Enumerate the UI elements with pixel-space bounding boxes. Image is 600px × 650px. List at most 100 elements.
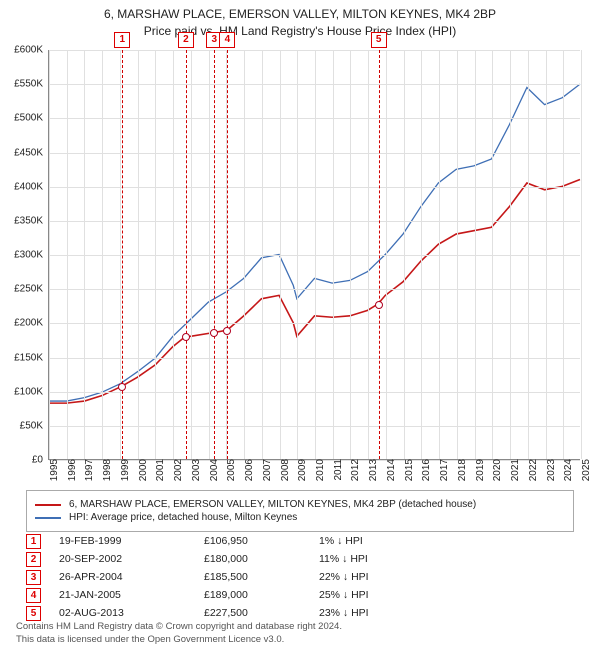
marker-line [227,50,228,459]
legend-swatch [35,504,61,506]
tx-number: 3 [26,570,41,585]
x-axis-label: 2002 [169,459,184,481]
tx-price: £227,500 [204,607,319,619]
title-subtitle: Price paid vs. HM Land Registry's House … [0,23,600,40]
gridline-v [102,50,103,459]
gridline-v [120,50,121,459]
table-row: 5 02-AUG-2013£227,50023% ↓ HPI [26,604,574,622]
table-row: 4 21-JAN-2005£189,00025% ↓ HPI [26,586,574,604]
legend-swatch [35,517,61,519]
footer-attribution: Contains HM Land Registry data © Crown c… [16,621,342,646]
legend-item: HPI: Average price, detached house, Milt… [35,512,565,523]
gridline-v [67,50,68,459]
legend-label: HPI: Average price, detached house, Milt… [69,512,297,523]
x-axis-label: 1997 [80,459,95,481]
x-axis-label: 1996 [63,459,78,481]
x-axis-label: 2006 [240,459,255,481]
marker-dot [118,383,126,391]
x-axis-label: 2003 [187,459,202,481]
gridline-v [333,50,334,459]
tx-price: £180,000 [204,553,319,565]
x-axis-label: 2017 [435,459,450,481]
x-axis-label: 2013 [364,459,379,481]
table-row: 220-SEP-2002£180,00011% ↓ HPI [26,550,574,568]
tx-number: 5 [26,606,41,621]
tx-date: 19-FEB-1999 [59,535,204,547]
gridline-v [421,50,422,459]
gridline-v [563,50,564,459]
gridline-v [492,50,493,459]
x-axis-label: 2000 [134,459,149,481]
x-axis-label: 2012 [346,459,361,481]
gridline-v [386,50,387,459]
gridline-v [155,50,156,459]
x-axis-label: 2025 [577,459,592,481]
x-axis-label: 1999 [116,459,131,481]
y-axis-label: £150K [14,352,49,363]
y-axis-label: £350K [14,215,49,226]
gridline-v [350,50,351,459]
marker-dot [182,333,190,341]
marker-badge: 2 [178,32,194,48]
x-axis-label: 2008 [276,459,291,481]
legend-label: 6, MARSHAW PLACE, EMERSON VALLEY, MILTON… [69,499,476,510]
tx-date: 26-APR-2004 [59,571,204,583]
tx-diff: 23% ↓ HPI [319,607,439,619]
marker-line [379,50,380,459]
x-axis-label: 2021 [506,459,521,481]
y-axis-label: £50K [20,420,49,431]
x-axis-label: 1995 [45,459,60,481]
tx-price: £106,950 [204,535,319,547]
x-axis-label: 2005 [222,459,237,481]
tx-diff: 22% ↓ HPI [319,571,439,583]
x-axis-label: 2018 [453,459,468,481]
x-axis-label: 2016 [417,459,432,481]
x-axis-label: 2014 [382,459,397,481]
footer-line2: This data is licensed under the Open Gov… [16,634,342,646]
y-axis-label: £200K [14,318,49,329]
gridline-v [173,50,174,459]
y-axis-label: £550K [14,79,49,90]
legend: 6, MARSHAW PLACE, EMERSON VALLEY, MILTON… [26,490,574,532]
y-axis-label: £500K [14,113,49,124]
gridline-v [581,50,582,459]
gridline-v [528,50,529,459]
x-axis-label: 1998 [98,459,113,481]
tx-price: £185,500 [204,571,319,583]
y-axis-label: £600K [14,45,49,56]
gridline-v [209,50,210,459]
gridline-v [244,50,245,459]
gridline-v [475,50,476,459]
y-axis-label: £400K [14,181,49,192]
gridline-v [404,50,405,459]
x-axis-label: 2015 [400,459,415,481]
gridline-v [510,50,511,459]
tx-diff: 1% ↓ HPI [319,535,439,547]
x-axis-label: 2019 [471,459,486,481]
tx-price: £189,000 [204,589,319,601]
x-axis-label: 2004 [205,459,220,481]
tx-date: 02-AUG-2013 [59,607,204,619]
x-axis-label: 2010 [311,459,326,481]
tx-diff: 25% ↓ HPI [319,589,439,601]
title-block: 6, MARSHAW PLACE, EMERSON VALLEY, MILTON… [0,0,600,40]
marker-badge: 1 [114,32,130,48]
tx-number: 2 [26,552,41,567]
table-row: 119-FEB-1999£106,9501% ↓ HPI [26,532,574,550]
transaction-table: 119-FEB-1999£106,9501% ↓ HPI 2 20-SEP-2002… [26,532,574,622]
tx-date: 21-JAN-2005 [59,589,204,601]
gridline-v [315,50,316,459]
marker-badge: 4 [219,32,235,48]
tx-date: 20-SEP-2002 [59,553,204,565]
y-axis-label: £450K [14,147,49,158]
marker-line [214,50,215,459]
y-axis-label: £250K [14,284,49,295]
x-axis-label: 2009 [293,459,308,481]
gridline-v [546,50,547,459]
x-axis-label: 2023 [542,459,557,481]
title-address: 6, MARSHAW PLACE, EMERSON VALLEY, MILTON… [0,6,600,23]
price-chart: £0£50K£100K£150K£200K£250K£300K£350K£400… [48,50,580,460]
marker-line [122,50,123,459]
tx-number: 4 [26,588,41,603]
gridline-v [138,50,139,459]
